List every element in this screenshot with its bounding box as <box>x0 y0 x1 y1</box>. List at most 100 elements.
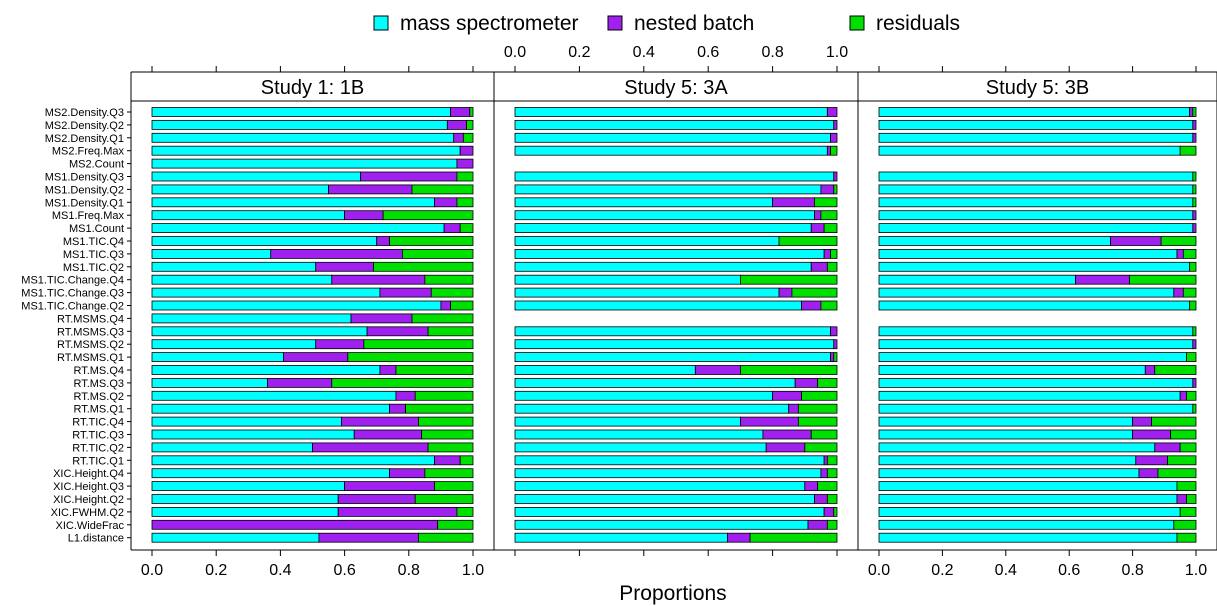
bar-mass-spectrometer <box>151 107 451 117</box>
row-label: L1.distance <box>68 533 124 545</box>
bar-nested-batch <box>1192 377 1197 388</box>
bottom-tick-label: 0.8 <box>1121 562 1143 579</box>
row-label: MS1.Count <box>69 223 124 235</box>
bar-nested-batch <box>820 468 828 479</box>
bar-mass-spectrometer <box>514 197 774 208</box>
bar-mass-spectrometer <box>878 506 1181 517</box>
bar-nested-batch <box>1138 468 1159 479</box>
bar-residuals <box>401 248 474 259</box>
bar-nested-batch <box>440 300 451 311</box>
bottom-tick-label: 0.2 <box>205 562 227 579</box>
bar-nested-batch <box>1192 210 1197 221</box>
bar-nested-batch <box>151 519 439 530</box>
bar-residuals <box>450 300 474 311</box>
bar-mass-spectrometer <box>151 390 397 401</box>
bar-residuals <box>456 506 474 517</box>
bar-mass-spectrometer <box>878 339 1194 350</box>
bar-mass-spectrometer <box>151 494 339 504</box>
bar-nested-batch <box>1192 339 1197 350</box>
bar-residuals <box>817 377 838 388</box>
bar-nested-batch <box>1154 442 1181 453</box>
row-label: RT.TIC.Q2 <box>72 442 124 454</box>
bar-nested-batch <box>344 210 384 221</box>
bar-residuals <box>791 287 838 298</box>
bar-mass-spectrometer <box>514 390 774 401</box>
bar-mass-spectrometer <box>878 287 1175 298</box>
row-label: RT.MSMS.Q4 <box>57 313 124 325</box>
bar-mass-spectrometer <box>514 494 815 504</box>
bar-nested-batch <box>389 468 426 479</box>
bar-mass-spectrometer <box>514 352 831 363</box>
bar-residuals <box>826 455 838 466</box>
bar-residuals <box>1186 390 1197 401</box>
top-tick-label: 0.8 <box>761 44 783 61</box>
bar-mass-spectrometer <box>878 455 1137 466</box>
bar-nested-batch <box>772 390 802 401</box>
bar-mass-spectrometer <box>151 287 381 298</box>
bar-nested-batch <box>823 455 828 466</box>
bar-nested-batch <box>814 210 822 221</box>
bar-residuals <box>778 236 838 246</box>
bar-residuals <box>430 287 474 298</box>
bar-mass-spectrometer <box>878 171 1194 182</box>
top-tick-label: 0.6 <box>697 44 719 61</box>
bar-residuals <box>804 442 838 453</box>
bottom-tick-label: 1.0 <box>462 562 484 579</box>
bar-nested-batch <box>379 287 432 298</box>
row-label: RT.MS.Q3 <box>73 378 124 390</box>
bar-residuals <box>1170 429 1197 440</box>
bar-nested-batch <box>446 120 467 130</box>
top-tick-label: 0.4 <box>633 44 655 61</box>
bar-nested-batch <box>765 442 806 453</box>
bar-mass-spectrometer <box>151 158 458 169</box>
bar-nested-batch <box>1075 274 1130 285</box>
bar-residuals <box>405 403 474 414</box>
bar-mass-spectrometer <box>878 390 1181 401</box>
row-label: MS1.Freq.Max <box>52 210 125 222</box>
row-label: MS2.Density.Q2 <box>45 120 124 132</box>
bar-mass-spectrometer <box>878 377 1194 388</box>
legend-swatch-residuals <box>849 15 865 31</box>
bar-residuals <box>456 197 474 208</box>
legend-label-nested-batch: nested batch <box>634 12 754 35</box>
row-label: MS2.Count <box>69 159 124 171</box>
bar-mass-spectrometer <box>878 274 1076 285</box>
bar-mass-spectrometer <box>514 365 696 375</box>
bottom-tick-label: 0.0 <box>141 562 163 579</box>
bottom-tick-label: 0.0 <box>868 562 890 579</box>
bar-residuals <box>820 300 838 311</box>
bar-mass-spectrometer <box>151 352 285 363</box>
bar-mass-spectrometer <box>514 145 828 156</box>
panel-title: Study 5: 3B <box>986 77 1089 99</box>
bar-mass-spectrometer <box>514 416 741 427</box>
bar-mass-spectrometer <box>878 429 1134 440</box>
bar-residuals <box>427 442 474 453</box>
top-axis: 0.0 0.2 0.4 0.6 0.8 1.0 <box>504 44 848 61</box>
bar-mass-spectrometer <box>878 223 1194 234</box>
legend-swatch-nested-batch <box>607 15 623 31</box>
row-label: RT.MS.Q2 <box>73 391 124 403</box>
row-label: MS1.TIC.Q4 <box>63 236 124 248</box>
bar-mass-spectrometer <box>514 377 796 388</box>
bar-mass-spectrometer <box>878 132 1194 143</box>
bar-residuals <box>833 184 838 195</box>
bar-nested-batch <box>340 416 419 427</box>
bar-nested-batch <box>788 403 799 414</box>
bar-residuals <box>1189 300 1197 311</box>
bar-mass-spectrometer <box>514 519 809 530</box>
bar-residuals <box>1151 416 1197 427</box>
bar-residuals <box>830 145 838 156</box>
bar-nested-batch <box>456 158 474 169</box>
bar-nested-batch <box>694 365 741 375</box>
bar-nested-batch <box>395 390 416 401</box>
bar-mass-spectrometer <box>151 532 320 543</box>
bar-mass-spectrometer <box>151 416 342 427</box>
bar-residuals <box>1157 468 1197 479</box>
bar-nested-batch <box>1189 107 1194 117</box>
row-label: XIC.Height.Q4 <box>53 468 124 480</box>
row-label: MS1.TIC.Q3 <box>63 249 124 261</box>
bar-mass-spectrometer <box>878 532 1178 543</box>
bar-residuals <box>382 210 474 221</box>
bar-residuals <box>801 390 838 401</box>
